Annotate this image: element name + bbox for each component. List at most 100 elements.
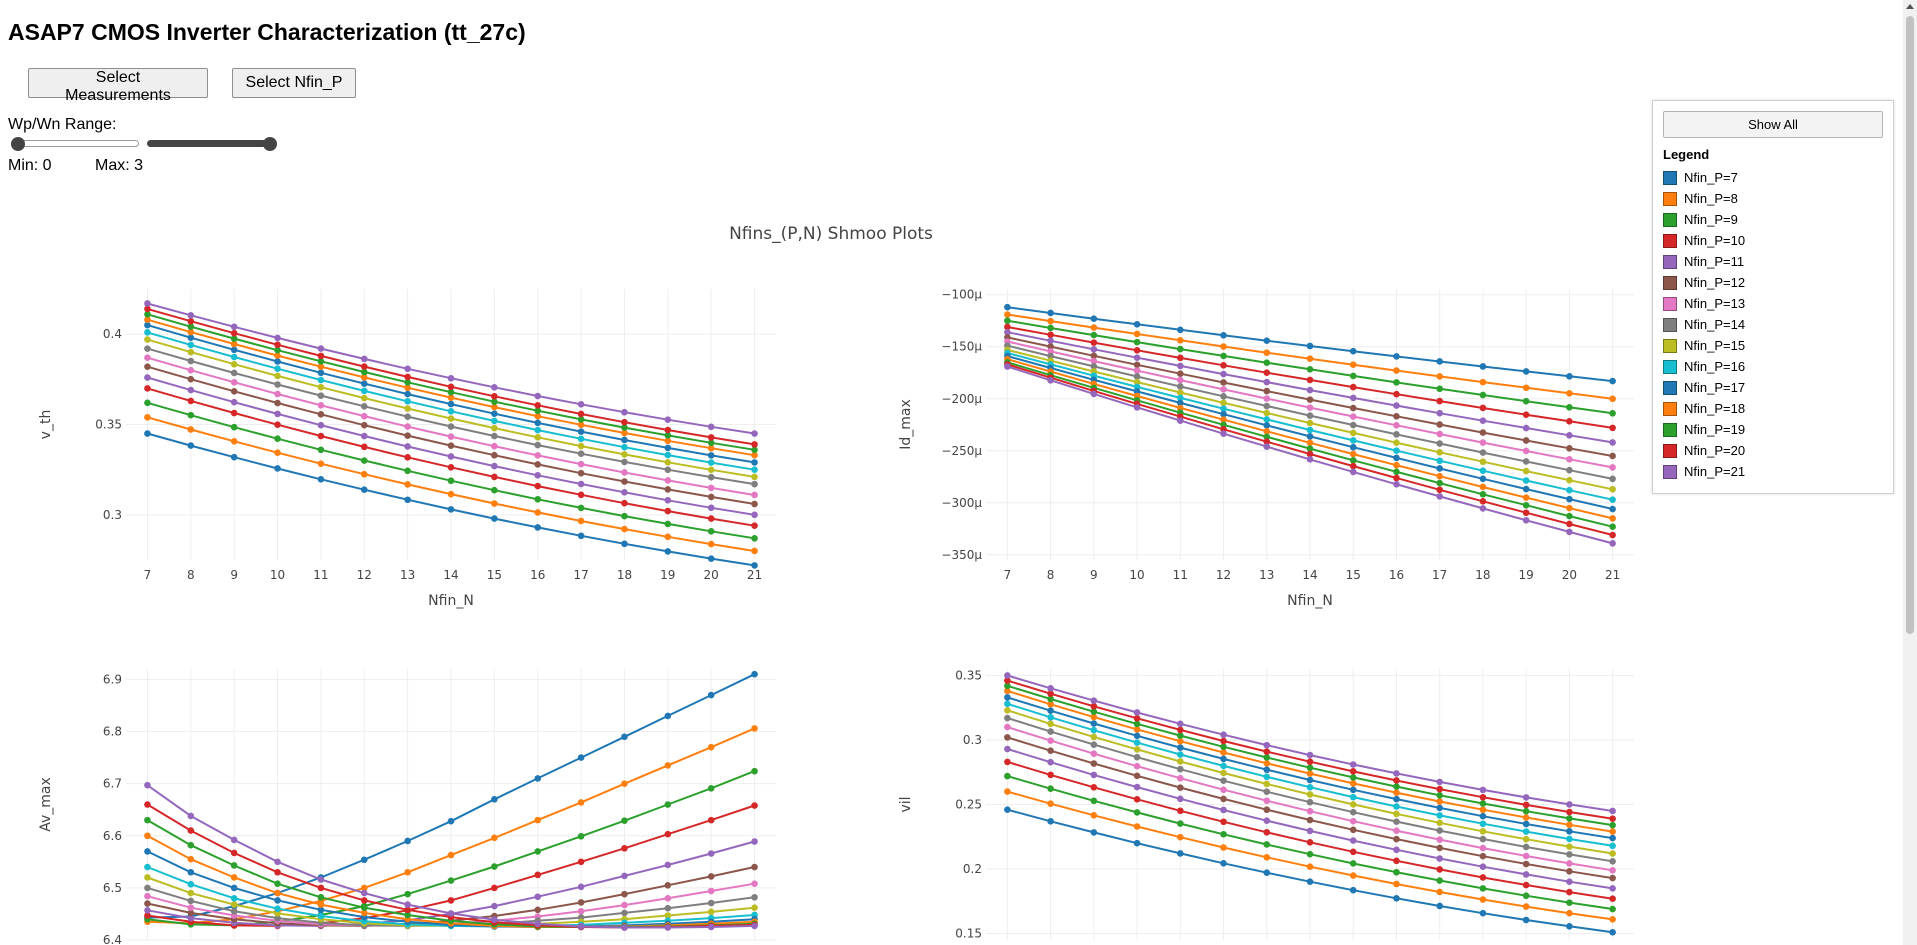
data-point xyxy=(577,832,585,840)
legend-swatch xyxy=(1663,380,1677,395)
legend-item[interactable]: Nfin_P=17 xyxy=(1663,377,1745,398)
legend-item-label: Nfin_P=19 xyxy=(1684,422,1746,437)
data-point xyxy=(621,429,628,437)
legend-item[interactable]: Nfin_P=16 xyxy=(1663,356,1745,377)
data-point xyxy=(1090,324,1098,331)
data-point xyxy=(187,348,195,356)
data-point xyxy=(1133,746,1141,753)
data-point xyxy=(317,912,325,920)
data-point xyxy=(1349,786,1357,794)
legend-item[interactable]: Nfin_P=14 xyxy=(1663,314,1745,335)
scroll-up-arrow-icon[interactable] xyxy=(1906,4,1914,9)
data-point xyxy=(621,436,628,444)
legend-item[interactable]: Nfin_P=11 xyxy=(1663,251,1745,272)
data-point xyxy=(1349,837,1357,844)
data-point xyxy=(230,353,238,361)
data-point xyxy=(144,900,151,907)
data-point xyxy=(1004,714,1011,722)
data-point xyxy=(751,725,758,732)
legend-item[interactable]: Nfin_P=20 xyxy=(1663,440,1745,461)
legend-item[interactable]: Nfin_P=21 xyxy=(1663,461,1745,482)
legend-item-label: Nfin_P=11 xyxy=(1684,254,1745,269)
data-point xyxy=(1436,888,1443,896)
legend-item[interactable]: Nfin_P=12 xyxy=(1663,272,1745,293)
data-point xyxy=(1263,797,1271,805)
show-all-button[interactable]: Show All xyxy=(1663,111,1883,138)
data-point xyxy=(1263,817,1271,824)
data-point xyxy=(274,334,281,342)
data-point xyxy=(1479,896,1487,903)
data-point xyxy=(534,392,542,400)
data-point xyxy=(1436,358,1443,365)
data-point xyxy=(1263,369,1271,376)
data-point xyxy=(317,383,325,391)
data-point xyxy=(1047,713,1054,721)
max-slider-thumb[interactable] xyxy=(263,137,277,151)
legend-item[interactable]: Nfin_P=13 xyxy=(1663,293,1745,314)
legend-item-label: Nfin_P=17 xyxy=(1684,380,1746,395)
data-point xyxy=(144,345,151,352)
data-point xyxy=(664,520,672,528)
data-point xyxy=(1566,512,1573,520)
data-point xyxy=(1047,317,1054,325)
range-min-value: Min: 0 xyxy=(8,157,52,174)
series-nfin_p-19 xyxy=(1004,682,1616,829)
data-point xyxy=(447,388,455,396)
x-tick-label: 7 xyxy=(1004,568,1012,582)
data-point xyxy=(274,449,281,456)
data-point xyxy=(534,482,542,490)
legend-item[interactable]: Nfin_P=18 xyxy=(1663,398,1745,419)
min-slider-thumb[interactable] xyxy=(11,137,25,151)
data-point xyxy=(1522,801,1530,809)
series-nfin_p-16 xyxy=(144,329,758,473)
data-point xyxy=(144,863,151,871)
data-point xyxy=(1306,450,1314,458)
data-point xyxy=(274,858,281,866)
data-point xyxy=(577,421,585,429)
scrollbar-thumb[interactable] xyxy=(1906,16,1914,634)
data-point xyxy=(1047,684,1054,692)
legend-item[interactable]: Nfin_P=19 xyxy=(1663,419,1745,440)
data-point xyxy=(621,780,628,787)
data-point xyxy=(491,795,498,803)
legend-item[interactable]: Nfin_P=10 xyxy=(1663,230,1745,251)
data-point xyxy=(1349,394,1357,402)
data-point xyxy=(1220,769,1227,777)
data-point xyxy=(1522,871,1530,878)
data-point xyxy=(1479,378,1487,386)
legend-item[interactable]: Nfin_P=7 xyxy=(1663,167,1745,188)
data-point xyxy=(404,413,411,420)
data-point xyxy=(1479,458,1487,466)
data-point xyxy=(491,902,498,910)
data-point xyxy=(404,454,411,461)
data-point xyxy=(187,334,195,341)
data-point xyxy=(360,889,368,897)
data-point xyxy=(1393,846,1400,854)
data-point xyxy=(577,504,585,512)
data-point xyxy=(577,923,585,930)
data-point xyxy=(1177,820,1184,827)
data-point xyxy=(1522,860,1530,868)
data-point xyxy=(317,432,325,440)
y-tick-label: 0.35 xyxy=(955,668,982,682)
data-point xyxy=(1522,494,1530,501)
data-point xyxy=(187,827,195,834)
select-nfin-p-button[interactable]: Select Nfin_P xyxy=(232,68,356,98)
data-point xyxy=(274,346,281,354)
data-point xyxy=(491,462,498,470)
data-point xyxy=(187,323,195,330)
select-measurements-button[interactable]: Select Measurements xyxy=(28,68,208,104)
data-point xyxy=(1220,405,1227,413)
data-point xyxy=(447,817,455,825)
data-point xyxy=(187,386,195,394)
vertical-scrollbar[interactable] xyxy=(1903,0,1917,945)
legend-item[interactable]: Nfin_P=9 xyxy=(1663,209,1745,230)
data-point xyxy=(1047,700,1054,708)
data-point xyxy=(1090,812,1098,819)
legend-item[interactable]: Nfin_P=15 xyxy=(1663,335,1745,356)
data-point xyxy=(274,365,281,373)
legend-item[interactable]: Nfin_P=8 xyxy=(1663,188,1745,209)
data-point xyxy=(447,506,455,513)
max-range-slider[interactable] xyxy=(147,140,275,147)
y-tick-label: 0.15 xyxy=(955,927,982,941)
